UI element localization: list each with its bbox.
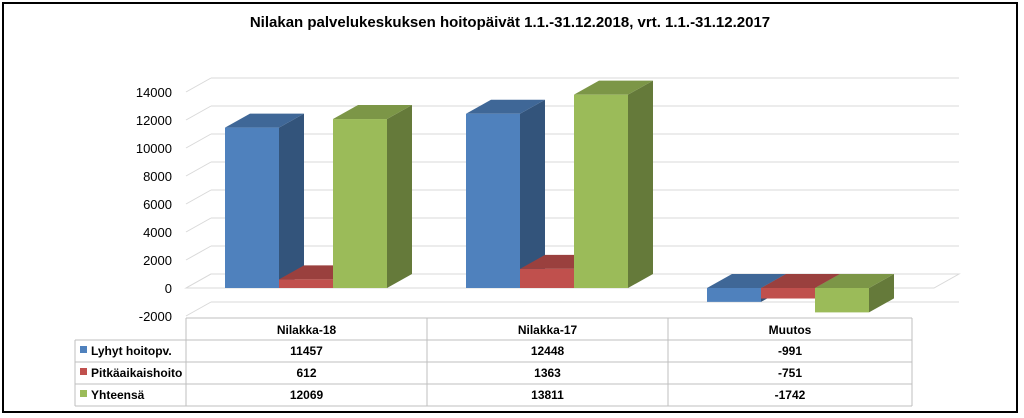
table-cell: 13811 — [531, 388, 564, 402]
bar-front — [225, 127, 279, 289]
table-header: Nilakka-17 — [518, 323, 578, 337]
bar-top — [761, 274, 840, 288]
bar-side — [520, 99, 545, 288]
y-tick-label: 4000 — [143, 225, 172, 240]
bar-yhteens--1 — [574, 80, 653, 289]
gridline-slant — [185, 133, 212, 149]
bar-yhteens--0 — [333, 105, 412, 288]
bar-front — [574, 94, 628, 288]
bars — [225, 80, 894, 313]
table-cell: 612 — [296, 366, 316, 380]
table-cell: -991 — [778, 344, 802, 358]
legend-label: Lyhyt hoitopv. — [91, 344, 172, 358]
legend-key — [80, 390, 87, 397]
y-tick-label: 14000 — [136, 85, 172, 100]
legend-key — [80, 346, 87, 353]
legend-label: Pitkäaikaishoito — [91, 366, 182, 380]
table-cell: -751 — [778, 366, 802, 380]
y-tick-label: 2000 — [143, 253, 172, 268]
bar-lyhyt-hoitopv--1 — [466, 99, 545, 288]
bar-side — [628, 80, 653, 289]
table-header: Nilakka-18 — [277, 323, 337, 337]
bar-side — [279, 113, 304, 289]
table-cell: 1363 — [534, 366, 561, 380]
bar-top — [225, 113, 304, 128]
y-tick-label: 8000 — [143, 169, 172, 184]
y-tick-label: -2000 — [139, 309, 172, 324]
legend-key — [80, 368, 87, 375]
y-tick-label: 6000 — [143, 197, 172, 212]
gridline-slant — [185, 77, 212, 93]
y-axis: -2000 0 2000 4000 6000 8000 10000 12000 14000 — [136, 85, 172, 324]
table-header: Muutos — [769, 323, 812, 337]
bar-top — [815, 274, 894, 288]
table-cell: 11457 — [290, 344, 323, 358]
bar-front — [279, 279, 333, 288]
gridline-slant — [185, 189, 212, 205]
legend-label: Yhteensä — [91, 388, 145, 402]
gridline-slant — [185, 245, 212, 261]
y-tick-label: 12000 — [136, 113, 172, 128]
bar-front — [466, 113, 520, 288]
gridline-slant — [185, 161, 212, 177]
bar-top — [333, 105, 412, 120]
table-cell: 12069 — [290, 388, 324, 402]
bar-front — [761, 288, 815, 299]
bar-front — [333, 119, 387, 288]
bar-top — [466, 99, 545, 114]
bar-side — [869, 274, 894, 313]
bar-lyhyt-hoitopv--0 — [225, 113, 304, 289]
bar-front — [815, 288, 869, 313]
gridline-slant — [185, 301, 212, 317]
bar-front — [707, 288, 761, 302]
y-tick-label: 10000 — [136, 141, 172, 156]
table-cell: 12448 — [531, 344, 565, 358]
data-table: Nilakka-18 Nilakka-17 Muutos Lyhyt hoitopv.… — [74, 317, 913, 407]
floor-plane — [184, 273, 961, 289]
chart-floor — [184, 273, 961, 289]
bar-top — [707, 274, 786, 288]
gridline-slant — [185, 217, 212, 233]
gridline-slant — [185, 105, 212, 121]
bar-top — [574, 80, 653, 95]
table-cell: -1742 — [775, 388, 806, 402]
y-tick-label: 0 — [165, 281, 172, 296]
bar-side — [387, 105, 412, 288]
chart-title: Nilakan palvelukeskuksen hoitopäivät 1.1… — [249, 14, 771, 31]
bar-yhteens--2 — [815, 274, 894, 313]
bar-front — [520, 268, 574, 288]
